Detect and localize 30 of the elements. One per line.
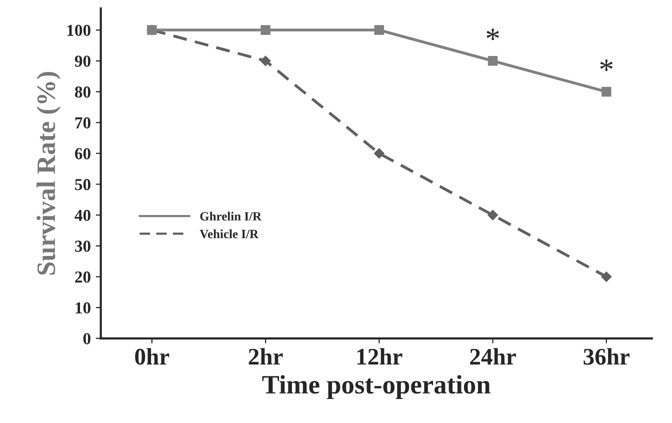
legend-label: Vehicle I/R <box>200 229 259 238</box>
y-tick-label: 30 <box>75 240 90 252</box>
point <box>260 25 270 35</box>
x-tick-label: 12hr <box>357 348 402 365</box>
annotation: * <box>600 60 613 71</box>
y-tick-label: 40 <box>74 210 90 222</box>
y-axis-title: Survival Rate (%) <box>36 72 61 275</box>
point <box>488 210 498 220</box>
point <box>488 56 498 66</box>
y-tick-label: 0 <box>83 333 90 344</box>
annotation: * <box>486 28 499 40</box>
x-tick-label: 0hr <box>135 348 170 365</box>
x-axis-title: Time post-operation <box>262 375 490 400</box>
point <box>260 56 271 66</box>
point <box>374 148 384 158</box>
point <box>374 25 384 35</box>
y-tick-label: 20 <box>75 271 90 283</box>
y-tick-label: 50 <box>75 178 90 190</box>
point <box>602 86 612 97</box>
y-tick-label: 100 <box>67 24 90 36</box>
y-tick-label: 70 <box>75 117 90 128</box>
x-tick-label: 2hr <box>248 348 283 365</box>
legend-label: Ghrelin I/R <box>200 212 262 221</box>
y-tick-label: 90 <box>74 56 90 67</box>
x-tick-label: 24hr <box>470 348 516 365</box>
x-tick-label: 36hr <box>584 348 630 365</box>
y-tick-label: 10 <box>76 302 90 314</box>
point <box>601 272 612 282</box>
y-tick-label: 80 <box>74 86 90 98</box>
y-tick-label: 60 <box>74 148 90 160</box>
